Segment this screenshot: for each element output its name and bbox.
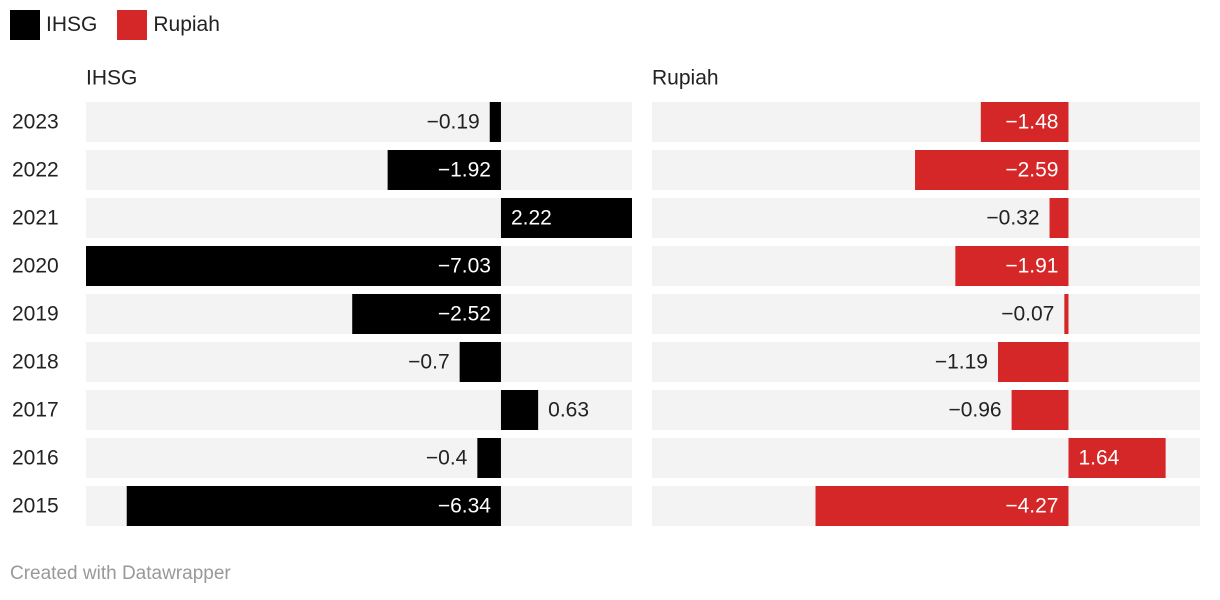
bar-rupiah-2015 [815, 486, 1069, 526]
bar-ihsg-2020 [86, 246, 501, 286]
value-label-rupiah-2023: −1.48 [1005, 111, 1058, 134]
bar-rupiah-2020 [955, 246, 1069, 286]
year-label-2016: 2016 [12, 447, 59, 470]
year-label-2021: 2021 [12, 207, 59, 230]
legend-label-ihsg: IHSG [46, 13, 98, 36]
bar-track-ihsg-2016 [86, 438, 632, 478]
value-label-rupiah-2022: −2.59 [1005, 159, 1058, 182]
legend-label-rupiah: Rupiah [153, 13, 220, 36]
bar-track-rupiah-2017 [652, 390, 1200, 430]
bar-rupiah-2017 [1011, 390, 1069, 430]
bar-ihsg-2022 [387, 150, 501, 190]
bar-track-ihsg-2023 [86, 102, 632, 142]
bar-track-ihsg-2017 [86, 390, 632, 430]
bar-rupiah-2018 [997, 342, 1069, 382]
year-label-2023: 2023 [12, 111, 59, 134]
value-label-ihsg-2021: 2.22 [511, 207, 552, 230]
bar-rupiah-2023 [980, 102, 1069, 142]
value-label-rupiah-2020: −1.91 [1005, 255, 1058, 278]
legend: IHSG Rupiah [10, 10, 240, 40]
year-label-2022: 2022 [12, 159, 59, 182]
value-label-rupiah-2021: −0.32 [986, 207, 1039, 230]
legend-swatch-ihsg [10, 10, 40, 40]
bar-track-ihsg-2022 [86, 150, 632, 190]
value-label-rupiah-2016: 1.64 [1078, 447, 1119, 470]
legend-item-rupiah[interactable]: Rupiah [117, 10, 220, 40]
bar-ihsg-2016 [477, 438, 501, 478]
value-label-rupiah-2019: −0.07 [1001, 303, 1054, 326]
legend-item-ihsg[interactable]: IHSG [10, 10, 97, 40]
value-label-ihsg-2019: −2.52 [438, 303, 491, 326]
value-label-ihsg-2023: −0.19 [427, 111, 480, 134]
bar-rupiah-2016 [1068, 438, 1166, 478]
bar-ihsg-2021 [500, 198, 632, 238]
value-label-ihsg-2015: −6.34 [438, 495, 491, 518]
bar-ihsg-2017 [500, 390, 539, 430]
footer-credit[interactable]: Created with Datawrapper [10, 563, 231, 584]
bar-ihsg-2023 [489, 102, 501, 142]
bar-ihsg-2018 [459, 342, 501, 382]
bar-rupiah-2019 [1064, 294, 1069, 334]
bar-track-ihsg-2018 [86, 342, 632, 382]
bar-rupiah-2022 [915, 150, 1069, 190]
value-label-ihsg-2022: −1.92 [438, 159, 491, 182]
bar-track-rupiah-2018 [652, 342, 1200, 382]
value-label-ihsg-2017: 0.63 [548, 399, 589, 422]
bar-track-rupiah-2019 [652, 294, 1200, 334]
bar-track-rupiah-2020 [652, 246, 1200, 286]
year-label-2019: 2019 [12, 303, 59, 326]
year-label-2020: 2020 [12, 255, 59, 278]
year-label-2017: 2017 [12, 399, 59, 422]
value-label-rupiah-2018: −1.19 [935, 351, 988, 374]
value-label-ihsg-2016: −0.4 [426, 447, 468, 470]
value-label-rupiah-2017: −0.96 [948, 399, 1001, 422]
panel-title-rupiah: Rupiah [652, 67, 719, 90]
bar-ihsg-2015 [126, 486, 501, 526]
chart: 2023 2022 2021 2020 2019 2018 2017 2016 2015 IHSG… [12, 67, 1200, 526]
value-label-ihsg-2020: −7.03 [438, 255, 491, 278]
bar-track-rupiah-2021 [652, 198, 1200, 238]
bar-rupiah-2021 [1049, 198, 1069, 238]
legend-swatch-rupiah [117, 10, 148, 40]
year-label-2018: 2018 [12, 351, 59, 374]
panel-title-ihsg: IHSG [86, 67, 137, 90]
year-label-2015: 2015 [12, 495, 59, 518]
bar-ihsg-2019 [352, 294, 501, 334]
value-label-rupiah-2015: −4.27 [1005, 495, 1058, 518]
bar-track-rupiah-2023 [652, 102, 1200, 142]
value-label-ihsg-2018: −0.7 [408, 351, 449, 374]
